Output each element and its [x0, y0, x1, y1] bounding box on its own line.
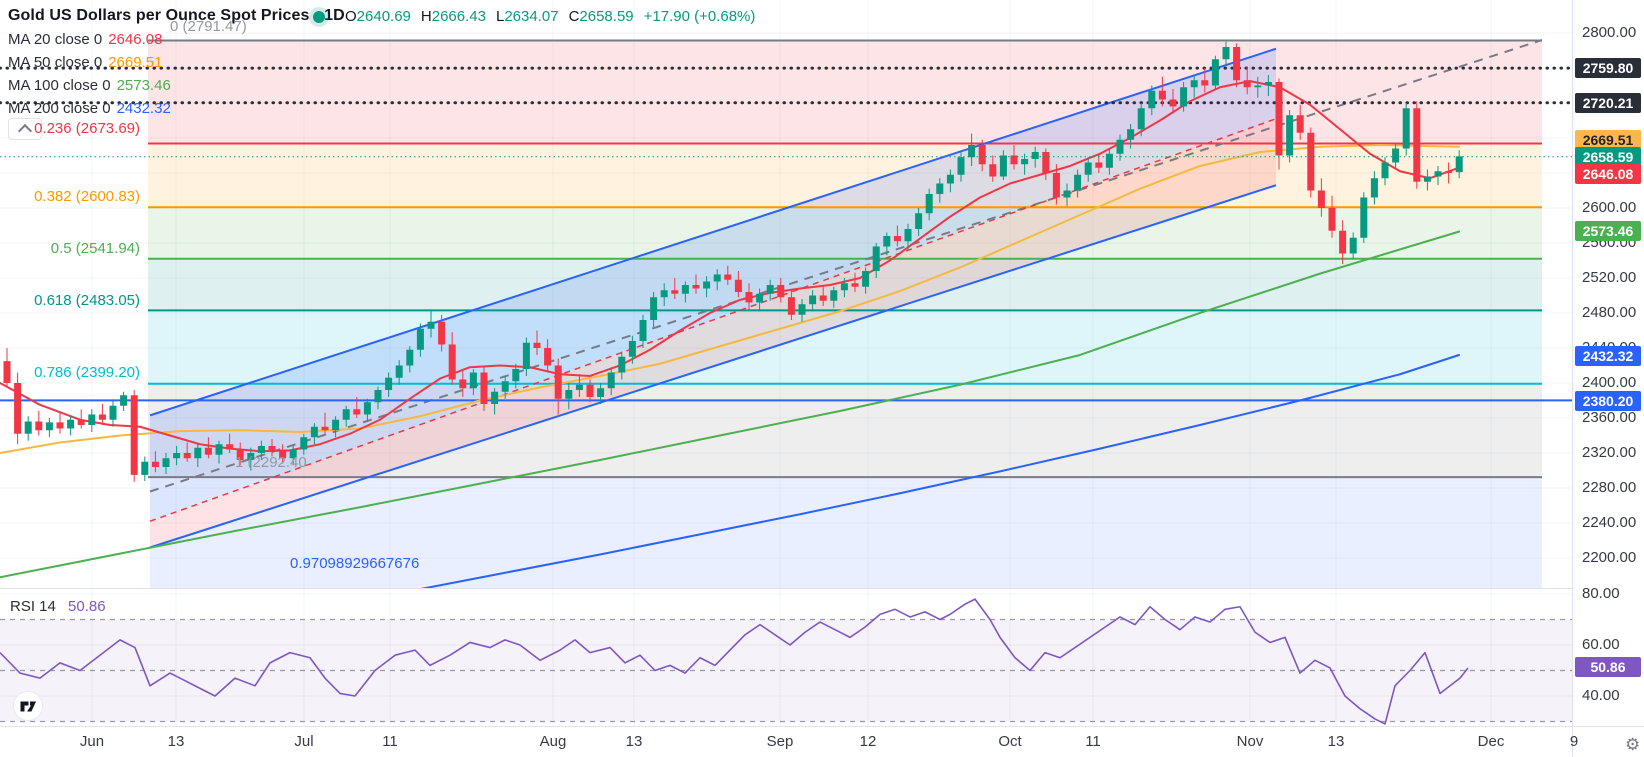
- legend-row-ma2[interactable]: MA 50 close 0 2669.51: [8, 54, 163, 71]
- settings-gear-icon[interactable]: ⚙: [1625, 735, 1641, 754]
- legend-row-ma1[interactable]: MA 20 close 0 2646.08: [8, 31, 163, 48]
- price-axis-label: 2200.00: [1582, 549, 1637, 566]
- rsi-legend[interactable]: RSI 14 50.86: [10, 598, 106, 615]
- price-badge: 2669.51: [1575, 130, 1641, 150]
- logo-glyph-7: [27, 701, 36, 712]
- rsi-label: RSI 14: [10, 598, 56, 615]
- price-axis-label: 2280.00: [1582, 479, 1637, 496]
- price-badge: 2432.32: [1575, 346, 1641, 366]
- rsi-axis-label: 60.00: [1582, 636, 1620, 653]
- time-axis-label: 13: [1327, 733, 1345, 750]
- ohlc-readout: O2640.69 H2666.43 L2634.07 C2658.59 +17.90 (…: [345, 8, 755, 25]
- ohlc-l: L2634.07: [495, 8, 559, 25]
- legend-row-ma4[interactable]: MA 200 close 0 2432.32: [8, 100, 171, 117]
- rsi-axis-label: 40.00: [1582, 687, 1620, 704]
- price-badge: 2573.46: [1575, 221, 1641, 241]
- time-axis-label: 12: [859, 733, 877, 750]
- tradingview-logo[interactable]: [12, 690, 44, 722]
- time-axis-label: Nov: [1236, 733, 1264, 750]
- fib-label-1: 1 (2292.40: [235, 454, 307, 471]
- price-badge: 2658.59: [1575, 147, 1641, 167]
- price-axis-label: 2800.00: [1582, 24, 1637, 41]
- time-axis-label: Aug: [539, 733, 567, 750]
- fib-label-0.786: 0.786 (2399.20): [34, 364, 140, 381]
- price-axis-label: 2480.00: [1582, 304, 1637, 321]
- time-axis-label: 11: [1085, 733, 1101, 750]
- legend-row-ma3[interactable]: MA 100 close 0 2573.46: [8, 77, 171, 94]
- time-axis-label: 9: [1569, 733, 1579, 750]
- rsi-value: 50.86: [68, 598, 106, 615]
- fib-label-0.618: 0.618 (2483.05): [34, 292, 140, 309]
- fib-label-0.382: 0.382 (2600.83): [34, 188, 140, 205]
- price-badge: 2380.20: [1575, 391, 1641, 411]
- price-axis-label: 2600.00: [1582, 199, 1637, 216]
- price-axis-label: 2400.00: [1582, 374, 1637, 391]
- logo-circle: [13, 691, 43, 721]
- rsi-pane: [0, 598, 1572, 725]
- logo-glyph-1: [20, 701, 29, 712]
- time-axis-label: 13: [625, 733, 643, 750]
- price-change: +17.90 (+0.68%): [643, 8, 756, 25]
- price-axis-label: 2360.00: [1582, 409, 1637, 426]
- price-axis-label: 2320.00: [1582, 444, 1637, 461]
- time-axis-label: 11: [382, 733, 398, 750]
- fib-label-0.5: 0.5 (2541.94): [50, 240, 140, 257]
- ohlc-o: O2640.69: [345, 8, 411, 25]
- price-badge: 2646.08: [1575, 164, 1641, 184]
- price-axis-label: 2520.00: [1582, 269, 1637, 286]
- price-axis-label: 2240.00: [1582, 514, 1637, 531]
- time-axis-label: Jun: [79, 733, 105, 750]
- fib-label-0.236: 0.236 (2673.69): [34, 120, 140, 137]
- chart-title: Gold US Dollars per Ounce Spot Prices · …: [8, 7, 345, 24]
- time-axis[interactable]: Jun 13 Jul 11 Aug 13 Sep 12 Oct 11 Nov 13 Dec 9: [0, 726, 1644, 757]
- price-badge: 2759.80: [1575, 58, 1641, 78]
- price-badge: 2720.21: [1575, 93, 1641, 113]
- chevron-up-icon: [17, 123, 33, 139]
- rsi-badge: 50.86: [1575, 657, 1641, 677]
- fib-label-0.97098929667676: 0.97098929667676: [290, 555, 420, 572]
- price-axis[interactable]: 2800.002600.002560.002520.002480.002440.…: [1572, 0, 1644, 726]
- time-axis-label: Jul: [294, 733, 314, 750]
- time-axis-label: Sep: [766, 733, 794, 750]
- ohlc-h: H2666.43: [420, 8, 486, 25]
- market-status-dot: [313, 11, 325, 23]
- collapse-legend-button[interactable]: [8, 118, 42, 140]
- rsi-axis-label: 80.00: [1582, 585, 1620, 602]
- candles: [3, 41, 1463, 482]
- ohlc-c: C2658.59: [568, 8, 634, 25]
- fib-label-0: 0 (2791.47): [170, 18, 247, 35]
- time-axis-label: Oct: [998, 733, 1022, 750]
- time-axis-label: Dec: [1477, 733, 1505, 750]
- main-pane: [0, 39, 1572, 588]
- time-axis-label: 13: [167, 733, 185, 750]
